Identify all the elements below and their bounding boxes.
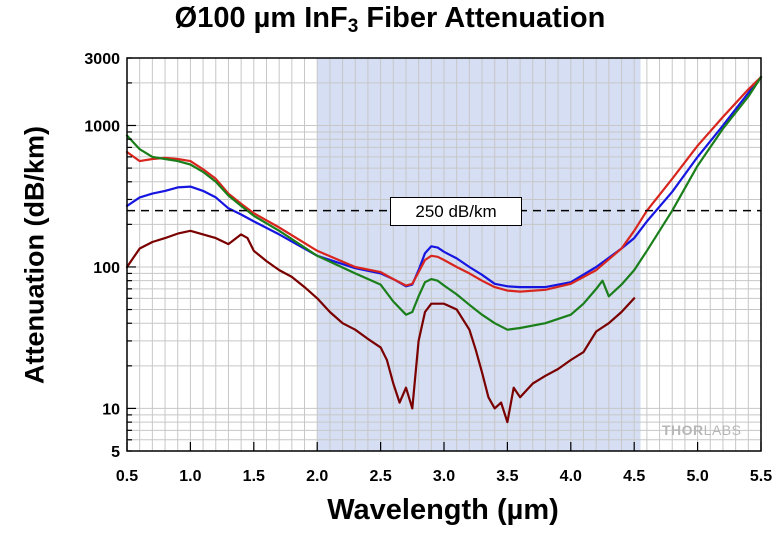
x-tick-label: 3.5 bbox=[496, 468, 518, 485]
y-tick-label: 1000 bbox=[84, 118, 120, 135]
y-tick-label: 5 bbox=[111, 444, 120, 461]
chart-title-rest: Fiber Attenuation bbox=[358, 2, 606, 34]
logo-thor: THOR bbox=[662, 422, 704, 438]
x-tick-label: 4.0 bbox=[560, 468, 582, 485]
series-line-3 bbox=[125, 75, 763, 331]
logo-labs: LABS bbox=[703, 422, 742, 438]
y-tick-label: 3000 bbox=[84, 51, 120, 68]
reference-line-label: 250 dB/km bbox=[390, 197, 522, 226]
data-series bbox=[125, 75, 763, 424]
wavelength-band bbox=[317, 58, 641, 451]
chart-title-subscript: 3 bbox=[347, 16, 359, 37]
x-tick-label: 4.5 bbox=[623, 468, 645, 485]
series-line-4 bbox=[125, 229, 636, 424]
x-tick-labels: 0.5 1.0 1.5 2.0 2.5 3.0 3.5 4.0 4.5 5.0 5.5 bbox=[116, 468, 772, 485]
axis-ticks bbox=[126, 57, 762, 452]
thorlabs-logo: THORLABS bbox=[662, 422, 741, 438]
series-line-2 bbox=[125, 75, 763, 293]
x-axis-label: Wavelength (µm) bbox=[327, 494, 559, 526]
grid-lines bbox=[126, 57, 762, 452]
x-tick-label: 0.5 bbox=[116, 468, 138, 485]
series-line-1 bbox=[125, 75, 763, 289]
x-tick-label: 3.0 bbox=[433, 468, 455, 485]
chart-title: Ø100 µm InF3 Fiber Attenuation bbox=[0, 2, 780, 38]
x-tick-label: 5.0 bbox=[686, 468, 708, 485]
y-axis-label: Attenuation (dB/km) bbox=[19, 126, 50, 384]
x-tick-label: 1.5 bbox=[243, 468, 265, 485]
x-tick-label: 2.0 bbox=[306, 468, 328, 485]
chart-title-main: Ø100 µm InF bbox=[174, 2, 348, 34]
y-tick-label: 10 bbox=[102, 401, 120, 418]
y-tick-label: 100 bbox=[93, 260, 120, 277]
x-tick-label: 1.0 bbox=[179, 468, 201, 485]
y-tick-labels: 5 10 100 1000 3000 bbox=[84, 51, 120, 461]
x-tick-label: 2.5 bbox=[369, 468, 391, 485]
x-tick-label: 5.5 bbox=[750, 468, 772, 485]
